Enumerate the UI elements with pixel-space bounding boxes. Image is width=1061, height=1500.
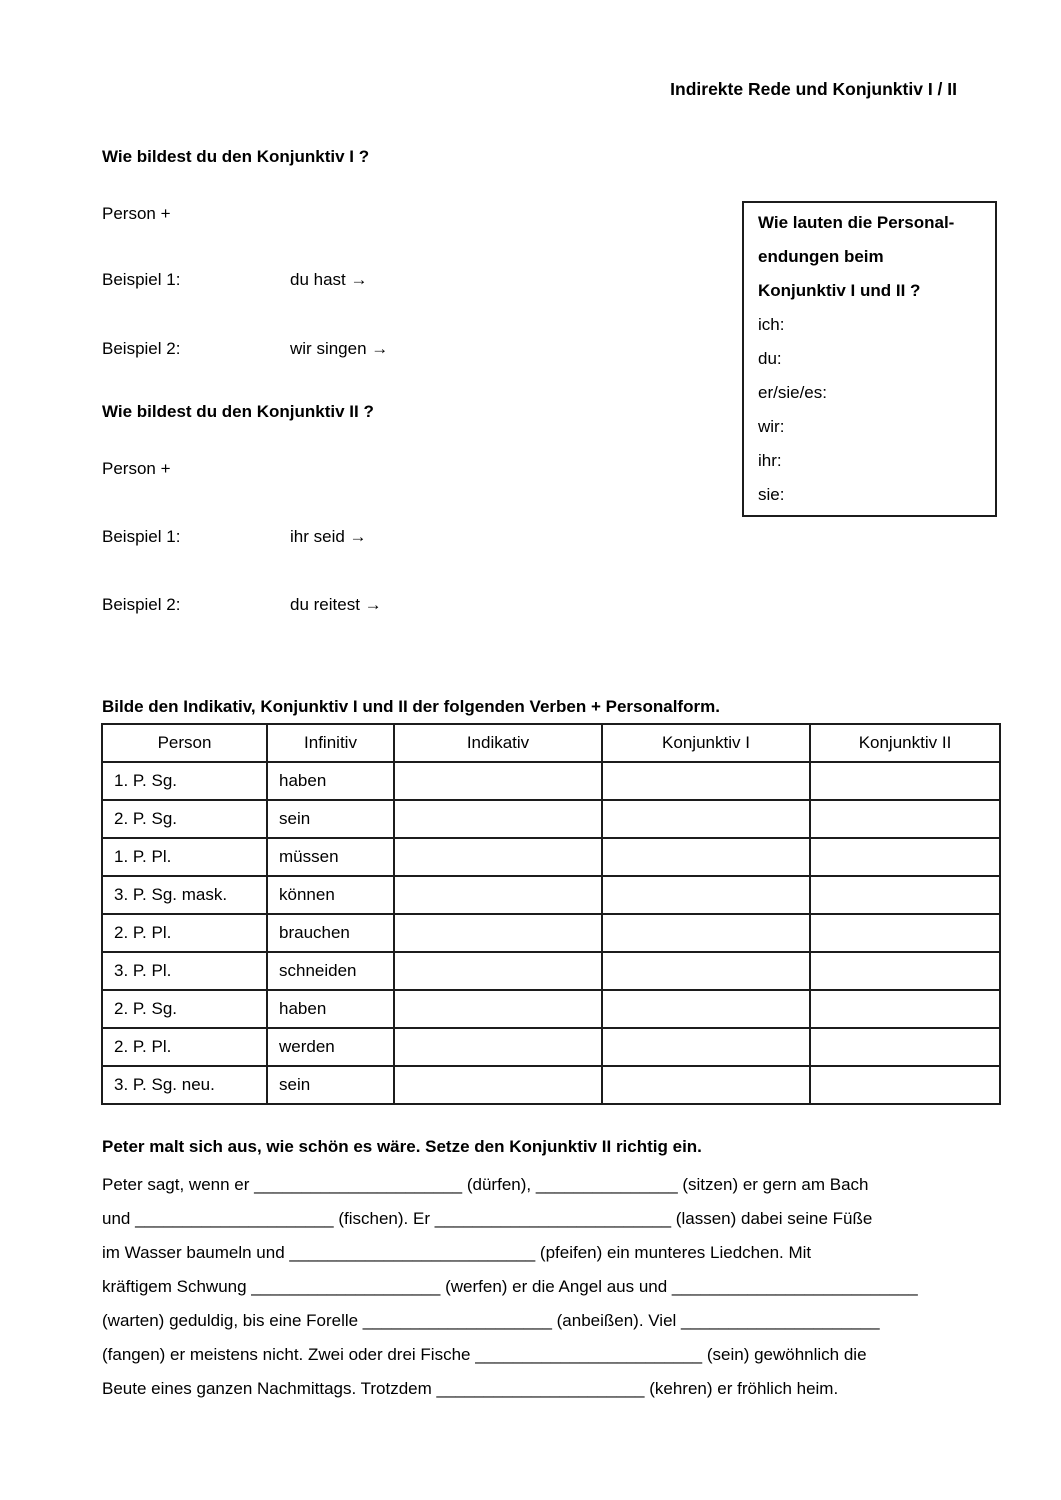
section2-person-label: Person + — [102, 459, 171, 478]
fill-text-line-4: kräftigem Schwung ____________________ (… — [102, 1277, 918, 1296]
fill-text-line-6: (fangen) er meistens nicht. Zwei oder dr… — [102, 1345, 867, 1364]
cell-konjunktiv1-blank — [601, 951, 811, 991]
table-header-infinitiv: Infinitiv — [266, 723, 395, 763]
table-header-konjunktiv2: Konjunktiv II — [809, 723, 1001, 763]
table-row: 1. P. Sg. haben — [101, 761, 1001, 801]
cell-indikativ-blank — [393, 989, 603, 1029]
cell-person: 3. P. Sg. neu. — [101, 1065, 268, 1105]
cell-person: 2. P. Pl. — [101, 913, 268, 953]
section1-person-label: Person + — [102, 204, 171, 223]
cell-indikativ-blank — [393, 761, 603, 801]
example-value: wir singen → — [290, 339, 389, 358]
cell-konjunktiv1-blank — [601, 1065, 811, 1105]
table-header-person: Person — [101, 723, 268, 763]
cell-konjunktiv1-blank — [601, 837, 811, 877]
cell-konjunktiv1-blank — [601, 913, 811, 953]
box-heading-line: endungen beim — [758, 247, 884, 266]
box-heading-line: Konjunktiv I und II ? — [758, 281, 921, 300]
cell-person: 1. P. Sg. — [101, 761, 268, 801]
fill-text-line-3: im Wasser baumeln und __________________… — [102, 1243, 812, 1262]
cell-konjunktiv2-blank — [809, 799, 1001, 839]
cell-konjunktiv1-blank — [601, 1027, 811, 1067]
conjugation-table: Person Infinitiv Indikativ Konjunktiv I … — [101, 723, 1001, 1105]
cell-indikativ-blank — [393, 951, 603, 991]
cell-konjunktiv2-blank — [809, 1065, 1001, 1105]
fill-section-heading: Peter malt sich aus, wie schön es wäre. … — [102, 1137, 702, 1156]
example-label: Beispiel 1: — [102, 270, 181, 289]
section1-example-1: Beispiel 1: du hast → — [102, 270, 368, 290]
cell-infinitiv: schneiden — [266, 951, 395, 991]
cell-indikativ-blank — [393, 1065, 603, 1105]
pronoun-label-ich: ich: — [758, 315, 785, 334]
section1-heading: Wie bildest du den Konjunktiv I ? — [102, 147, 370, 166]
cell-indikativ-blank — [393, 875, 603, 915]
cell-person: 3. P. Sg. mask. — [101, 875, 268, 915]
example-value: du hast → — [290, 270, 368, 289]
table-header-indikativ: Indikativ — [393, 723, 603, 763]
table-section-heading: Bilde den Indikativ, Konjunktiv I und II… — [102, 697, 720, 716]
box-heading-line: Wie lauten die Personal- — [758, 213, 955, 232]
table-row: 3. P. Sg. neu. sein — [101, 1065, 1001, 1105]
table-row: 2. P. Sg. sein — [101, 799, 1001, 839]
cell-infinitiv: sein — [266, 799, 395, 839]
cell-konjunktiv2-blank — [809, 761, 1001, 801]
pronoun-label-du: du: — [758, 349, 782, 368]
table-row: 2. P. Pl. brauchen — [101, 913, 1001, 953]
table-row: 2. P. Pl. werden — [101, 1027, 1001, 1067]
fill-paragraph: Peter sagt, wenn er ____________________… — [102, 1168, 918, 1406]
cell-konjunktiv1-blank — [601, 761, 811, 801]
cell-infinitiv: brauchen — [266, 913, 395, 953]
personal-endings-box: Wie lauten die Personal- endungen beim K… — [742, 201, 997, 517]
section2-example-1: Beispiel 1: ihr seid → — [102, 527, 367, 547]
cell-konjunktiv1-blank — [601, 989, 811, 1029]
fill-text-line-2: und _____________________ (fischen). Er … — [102, 1209, 873, 1228]
cell-infinitiv: haben — [266, 989, 395, 1029]
section1-example-2: Beispiel 2: wir singen → — [102, 339, 388, 359]
table-row: 3. P. Pl. schneiden — [101, 951, 1001, 991]
cell-infinitiv: sein — [266, 1065, 395, 1105]
cell-indikativ-blank — [393, 799, 603, 839]
cell-person: 1. P. Pl. — [101, 837, 268, 877]
cell-konjunktiv2-blank — [809, 989, 1001, 1029]
pronoun-label-wir: wir: — [758, 417, 785, 436]
cell-indikativ-blank — [393, 913, 603, 953]
cell-indikativ-blank — [393, 1027, 603, 1067]
cell-konjunktiv1-blank — [601, 799, 811, 839]
example-label: Beispiel 2: — [102, 595, 181, 614]
cell-indikativ-blank — [393, 837, 603, 877]
fill-text-line-7: Beute eines ganzen Nachmittags. Trotzdem… — [102, 1379, 839, 1398]
table-header-row: Person Infinitiv Indikativ Konjunktiv I … — [101, 723, 1001, 763]
section2-heading: Wie bildest du den Konjunktiv II ? — [102, 402, 374, 421]
cell-person: 3. P. Pl. — [101, 951, 268, 991]
table-row: 3. P. Sg. mask. können — [101, 875, 1001, 915]
cell-infinitiv: können — [266, 875, 395, 915]
cell-infinitiv: werden — [266, 1027, 395, 1067]
example-label: Beispiel 1: — [102, 527, 181, 546]
pronoun-label-sie: sie: — [758, 485, 785, 504]
document-title: Indirekte Rede und Konjunktiv I / II — [670, 79, 957, 99]
cell-konjunktiv2-blank — [809, 837, 1001, 877]
cell-konjunktiv2-blank — [809, 913, 1001, 953]
cell-infinitiv: haben — [266, 761, 395, 801]
cell-infinitiv: müssen — [266, 837, 395, 877]
fill-text-line-1: Peter sagt, wenn er ____________________… — [102, 1175, 869, 1194]
example-value: ihr seid → — [290, 527, 367, 546]
cell-person: 2. P. Pl. — [101, 1027, 268, 1067]
fill-text-line-5: (warten) geduldig, bis eine Forelle ____… — [102, 1311, 880, 1330]
table-row: 2. P. Sg. haben — [101, 989, 1001, 1029]
cell-konjunktiv2-blank — [809, 1027, 1001, 1067]
cell-konjunktiv2-blank — [809, 951, 1001, 991]
table-header-konjunktiv1: Konjunktiv I — [601, 723, 811, 763]
cell-person: 2. P. Sg. — [101, 989, 268, 1029]
cell-konjunktiv1-blank — [601, 875, 811, 915]
section2-example-2: Beispiel 2: du reitest → — [102, 595, 382, 615]
pronoun-label-ihr: ihr: — [758, 451, 782, 470]
pronoun-label-er-sie-es: er/sie/es: — [758, 383, 827, 402]
cell-konjunktiv2-blank — [809, 875, 1001, 915]
example-label: Beispiel 2: — [102, 339, 181, 358]
example-value: du reitest → — [290, 595, 382, 614]
cell-person: 2. P. Sg. — [101, 799, 268, 839]
table-row: 1. P. Pl. müssen — [101, 837, 1001, 877]
